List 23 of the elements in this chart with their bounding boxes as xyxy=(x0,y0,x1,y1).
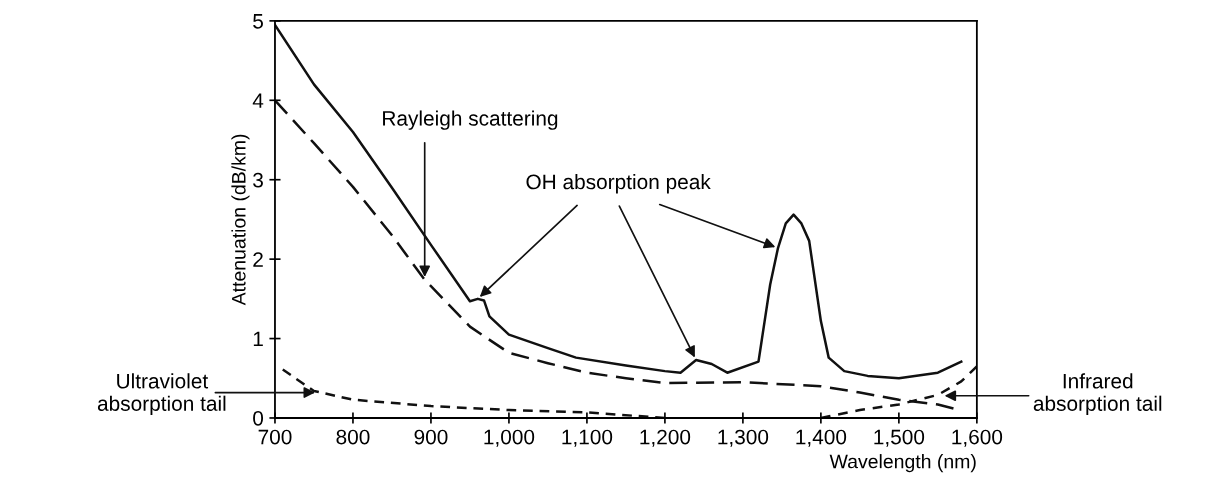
x-tick-label: 900 xyxy=(414,429,448,445)
annotation: Infrared absorption tail xyxy=(1033,373,1162,416)
x-tick-label: 700 xyxy=(258,429,292,445)
x-tick-label: 1,600 xyxy=(952,429,1003,447)
x-tick-label: 800 xyxy=(336,429,370,445)
annotation: OH absorption peak xyxy=(526,173,711,194)
x-tick-label: 1,500 xyxy=(874,429,925,447)
y-axis-title: Attenuation (dB/km) xyxy=(231,134,250,306)
y-tick-label: 3 xyxy=(253,172,263,188)
line-series xyxy=(274,23,963,380)
y-tick-label: 1 xyxy=(253,331,263,347)
x-tick-label: 1,000 xyxy=(484,429,535,447)
y-tick-label: 5 xyxy=(253,14,263,29)
x-tick-label: 1,400 xyxy=(796,429,847,447)
annotation: Rayleigh scattering xyxy=(383,110,558,130)
x-tick-label: 1,200 xyxy=(640,429,691,447)
annotation: Ultraviolet absorption tail xyxy=(97,373,226,416)
x-axis-title: Wavelength (nm) xyxy=(829,454,976,473)
y-tick-label: 0 xyxy=(253,410,264,426)
x-tick-label: 1,100 xyxy=(562,429,613,447)
y-tick-label: 4 xyxy=(252,93,264,108)
y-tick-label: 2 xyxy=(253,252,263,267)
x-tick-label: 1,300 xyxy=(718,429,769,447)
